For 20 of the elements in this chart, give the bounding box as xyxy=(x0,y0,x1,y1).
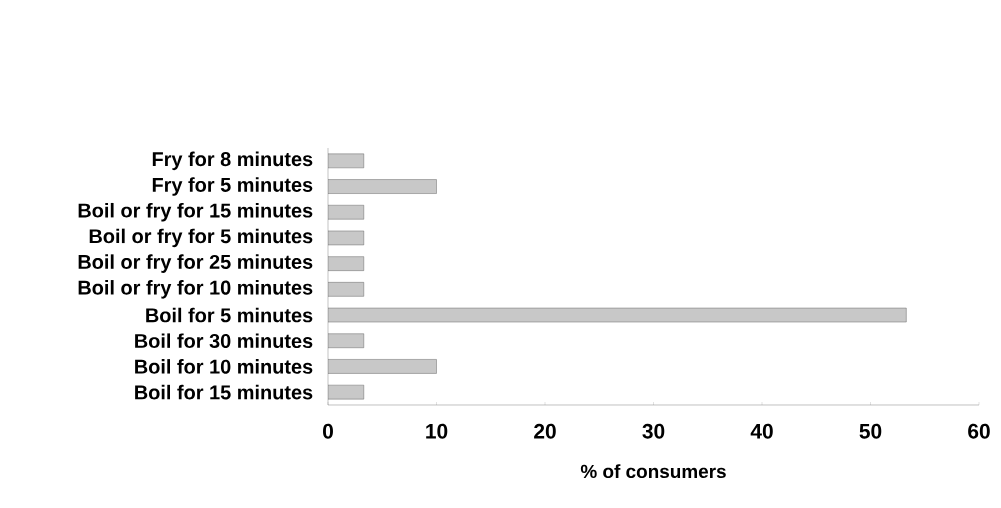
y-tick-label: Boil or fry for 15 minutes xyxy=(78,202,313,222)
y-tick-label: Fry for 5 minutes xyxy=(152,177,313,196)
y-tick-label: Boil for 10 minutes xyxy=(135,359,313,374)
bar xyxy=(328,359,437,374)
x-tick-label: 50 xyxy=(859,423,882,439)
x-tick-label: 30 xyxy=(642,423,665,439)
bar xyxy=(328,179,437,194)
x-axis-title: % of consumers xyxy=(580,464,726,479)
x-tick-label: 40 xyxy=(750,423,773,439)
x-tick-label: 20 xyxy=(534,423,556,439)
y-tick-label: Boil or fry for 5 minutes xyxy=(89,228,313,248)
y-tick-label: Boil for 30 minutes xyxy=(135,333,313,349)
y-tick-label: Boil for 15 minutes xyxy=(135,384,313,400)
x-tick-label: 60 xyxy=(968,423,990,439)
y-tick-label: Boil for 5 minutes xyxy=(146,307,313,323)
y-tick-label: Boil or fry for 25 minutes xyxy=(78,254,313,273)
y-tick-label: Boil or fry for 10 minutes xyxy=(78,280,313,299)
y-tick-label: Fry for 8 minutes xyxy=(152,151,313,171)
x-tick-label: 10 xyxy=(426,423,448,439)
x-tick-label: 0 xyxy=(323,423,333,439)
